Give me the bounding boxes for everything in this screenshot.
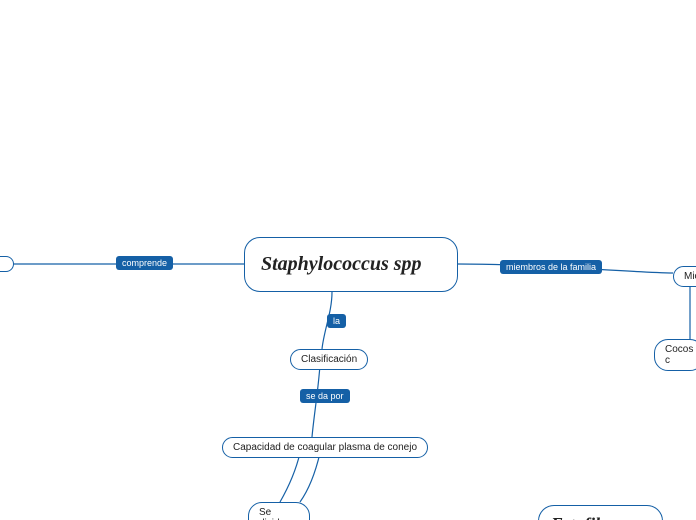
node-capacidad-label: Capacidad de coagular plasma de conejo	[233, 442, 417, 453]
edge-label-la-text: la	[333, 316, 340, 326]
node-capacidad[interactable]: Capacidad de coagular plasma de conejo	[222, 437, 428, 458]
node-cocos-label: Cocos c	[665, 344, 693, 366]
edge	[300, 453, 320, 502]
node-sedividen-label: Se dividen en:	[259, 507, 299, 520]
node-clasificacion[interactable]: Clasificación	[290, 349, 368, 370]
edge	[280, 453, 300, 502]
node-estafilococos-label: Estafilococos	[551, 514, 650, 520]
node-central-label: Staphylococcus spp	[261, 253, 422, 276]
node-clasificacion-label: Clasificación	[301, 354, 357, 365]
edge-label-comprende-text: comprende	[122, 258, 167, 268]
node-estafilococos[interactable]: Estafilococos	[538, 505, 663, 520]
edge-label-miembros: miembros de la familia	[500, 260, 602, 274]
edge-label-la: la	[327, 314, 346, 328]
node-micro-label: Micr	[684, 271, 696, 282]
edge-label-sedapor: se da por	[300, 389, 350, 403]
node-cocos[interactable]: Cocos c	[654, 339, 696, 371]
edge-label-sedapor-text: se da por	[306, 391, 344, 401]
node-left-cut[interactable]	[0, 256, 14, 272]
node-micro[interactable]: Micr	[673, 266, 696, 287]
node-central[interactable]: Staphylococcus spp	[244, 237, 458, 292]
edge-label-comprende: comprende	[116, 256, 173, 270]
edge-label-miembros-text: miembros de la familia	[506, 262, 596, 272]
node-sedividen[interactable]: Se dividen en:	[248, 502, 310, 520]
